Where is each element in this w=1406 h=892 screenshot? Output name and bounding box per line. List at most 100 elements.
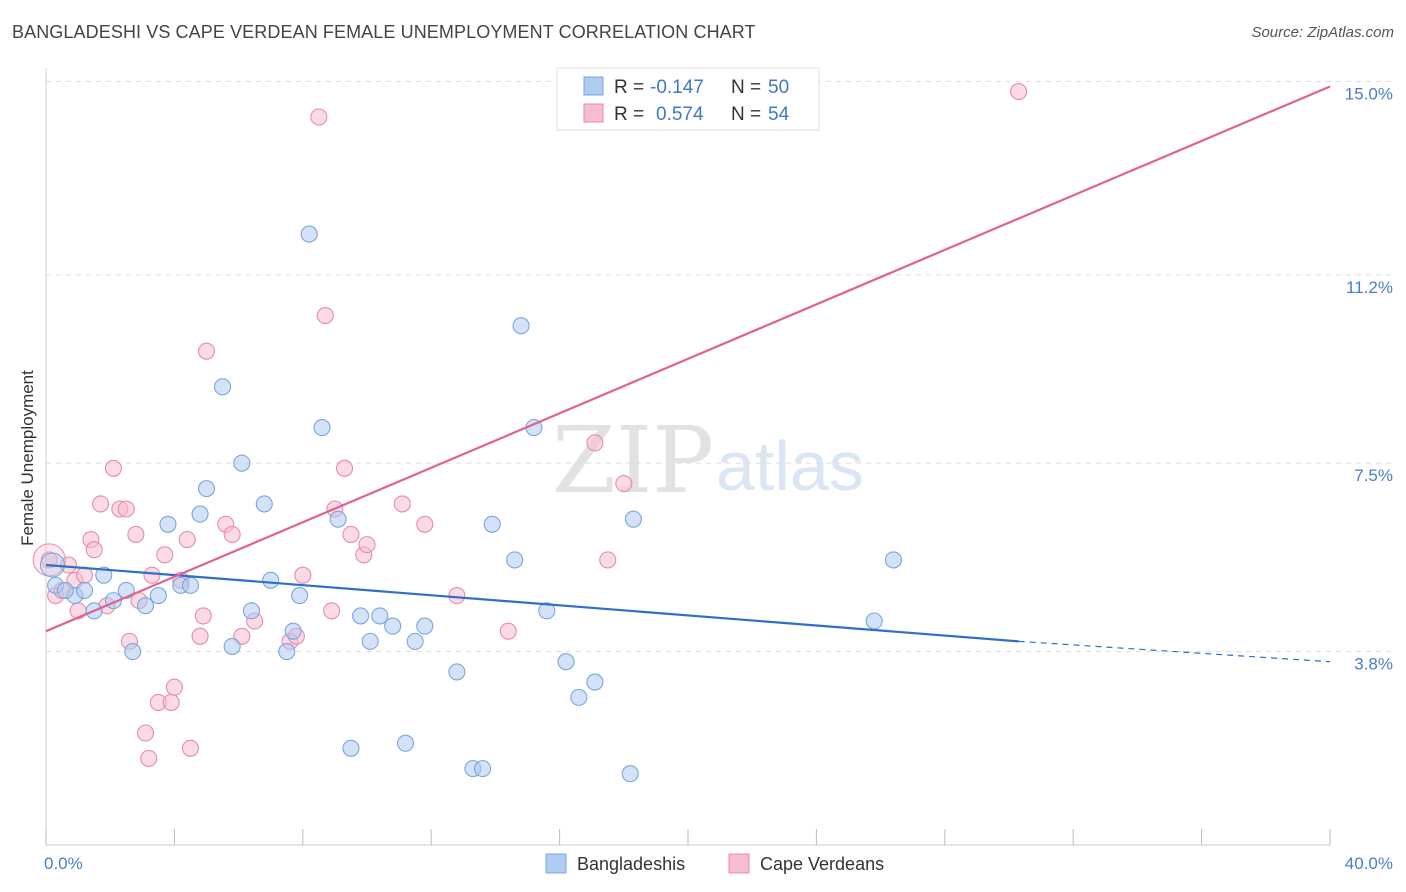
bangladeshi-point [278, 642, 296, 661]
bangladeshi-point [197, 480, 216, 498]
bangladeshi-point [56, 581, 74, 600]
cape-verdean-point [117, 500, 135, 518]
bangladeshi-point [361, 632, 379, 650]
bangladeshi-point [624, 510, 642, 528]
bangladeshi-point [124, 642, 142, 661]
bangladeshi-point [396, 734, 415, 752]
watermark-atlas: atlas [716, 427, 864, 505]
bangladeshi-point [255, 495, 273, 513]
cape-verdean-point [599, 551, 617, 569]
bangladeshi-point [538, 602, 556, 620]
bangladeshi-point [506, 551, 524, 569]
bangladeshi-point [329, 510, 347, 528]
bangladeshi-point [149, 586, 167, 605]
cape-verdean-point [342, 525, 360, 544]
cape-verdean-point [140, 749, 158, 768]
cape-verdean-point [223, 525, 241, 544]
bangladeshi-point [262, 571, 280, 589]
bangladeshi-trend-line [45, 563, 1019, 643]
legend-swatch-pink [583, 103, 604, 123]
bangladeshi-point [75, 581, 94, 600]
cape-verdean-point [162, 693, 180, 712]
cape-verdean-point [194, 607, 212, 625]
bangladeshi-point [159, 515, 177, 533]
series-legend: Bangladeshis Cape Verdeans [545, 853, 884, 874]
bangladeshi-point [570, 688, 588, 706]
cape-verdean-point [127, 525, 145, 544]
cape-verdean-point [316, 306, 334, 325]
bangladeshi-point [406, 632, 424, 650]
legend-label-cape-verdeans: Cape Verdeans [760, 854, 884, 874]
legend-n-label-blue: N = [731, 77, 761, 98]
cape-verdean-point [310, 108, 328, 126]
bangladeshi-point [284, 622, 302, 640]
bangladeshi-point [181, 576, 199, 594]
cape-verdean-point [416, 515, 434, 533]
cape-verdean-point [143, 566, 161, 584]
legend-n-label-pink: N = [731, 104, 761, 125]
bangladeshi-point [313, 418, 331, 437]
bangladeshi-point [214, 378, 232, 396]
stats-legend: R = -0.147 N = 50 R = 0.574 N = 54 [556, 67, 820, 131]
trend-lines [45, 85, 1331, 663]
bangladeshi-point [865, 612, 883, 630]
legend-r-value-blue: -0.147 [650, 77, 704, 98]
cape-verdean-point [59, 556, 78, 574]
legend-swatch-cape-verdeans [728, 853, 750, 874]
bangladeshi-point [483, 515, 501, 533]
y-tick-label: 3.8% [1354, 655, 1393, 674]
bangladeshi-point [448, 663, 466, 681]
bangladeshi-point [384, 617, 402, 635]
y-tick-label: 11.2% [1346, 278, 1393, 297]
bangladeshi-point [95, 566, 113, 584]
chart-title: BANGLADESHI VS CAPE VERDEAN FEMALE UNEMP… [12, 22, 756, 42]
cape-verdean-point [615, 474, 633, 493]
bangladeshi-point [342, 739, 360, 757]
grid-lines [46, 80, 1395, 653]
bangladeshi-point [586, 673, 604, 691]
bangladeshi-point [416, 617, 434, 635]
bangladeshi-point [300, 225, 318, 243]
bangladeshi-point [291, 586, 309, 605]
legend-r-label-blue: R = [614, 77, 644, 98]
cape-verdean-point [586, 434, 604, 452]
cape-verdean-point [104, 459, 122, 477]
bangladeshi-trend-extension [1018, 640, 1331, 663]
cape-verdean-point [92, 495, 110, 513]
y-tick-label: 15.0% [1345, 84, 1393, 103]
legend-swatch-bangladeshis [545, 853, 567, 874]
cape-verdean-point [393, 495, 411, 513]
cape-verdean-point [448, 586, 466, 605]
legend-r-label-pink: R = [614, 104, 644, 125]
axes [45, 68, 1331, 846]
bangladeshi-point [352, 607, 370, 625]
bangladeshi-point [512, 317, 530, 335]
cape-verdean-point [85, 541, 103, 559]
cape-verdean-point [75, 566, 94, 584]
legend-swatch-blue [583, 76, 604, 96]
bangladeshi-point [233, 454, 251, 472]
cape-verdean-point [335, 459, 354, 477]
cape-verdean-point [165, 678, 183, 696]
y-axis-title: Female Unemployment [18, 370, 37, 546]
legend-r-value-pink: 0.574 [656, 104, 704, 125]
source-credit: Source: ZipAtlas.com [1251, 24, 1394, 41]
legend-label-bangladeshis: Bangladeshis [577, 854, 685, 874]
bangladeshi-point [191, 505, 209, 523]
bangladeshi-point [557, 653, 575, 671]
x-tick-label-max: 40.0% [1345, 854, 1393, 873]
legend-n-value-pink: 54 [768, 104, 790, 125]
bangladeshi-point [223, 637, 241, 656]
cape-verdean-point [323, 602, 341, 620]
cape-verdean-point [178, 530, 196, 549]
cape-verdean-point [136, 724, 155, 742]
x-tick-label-min: 0.0% [44, 854, 83, 873]
cape-verdean-trend-line [45, 85, 1331, 633]
cape-verdean-point [191, 627, 209, 645]
cape-verdean-point [358, 536, 376, 554]
cape-verdean-point [1010, 82, 1028, 101]
cape-verdean-point [181, 739, 199, 757]
cape-verdean-point [197, 342, 216, 360]
cape-verdean-point [156, 546, 174, 564]
